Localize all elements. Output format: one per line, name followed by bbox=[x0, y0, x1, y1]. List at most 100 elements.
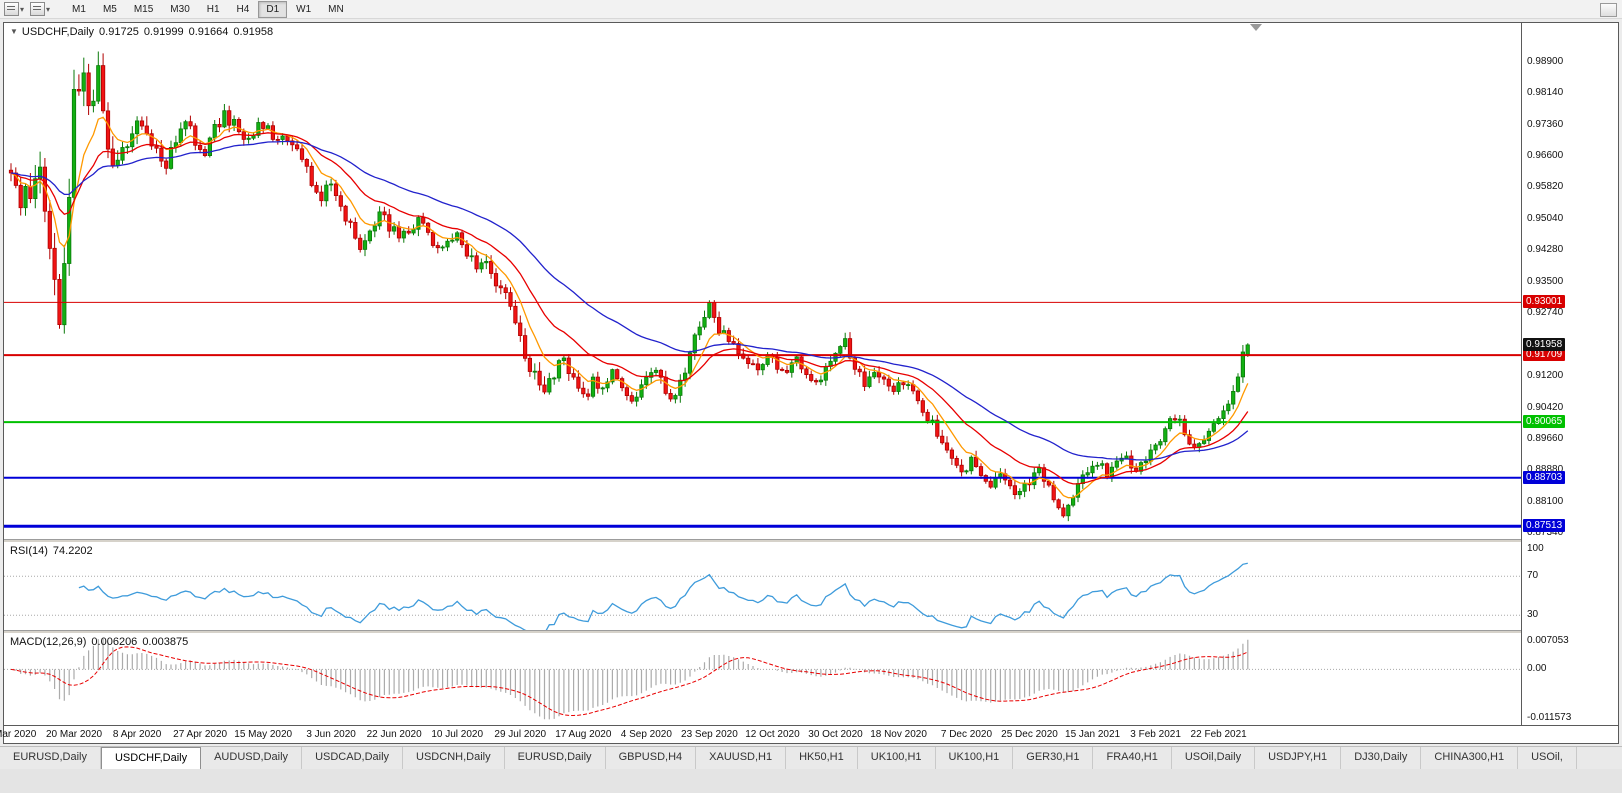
chart-tab-8-hk50-h1[interactable]: HK50,H1 bbox=[786, 747, 858, 770]
timeframe-button-h1[interactable]: H1 bbox=[206, 3, 220, 15]
timeframe-buttons: M1 M5 M15 M30 H1 H4 D1 W1 MN bbox=[64, 0, 353, 18]
price-panel[interactable]: ▼ USDCHF,Daily 0.91725 0.91999 0.91664 0.9195… bbox=[4, 23, 1521, 539]
date-axis-label: 8 Apr 2020 bbox=[112, 729, 162, 740]
chart-tab-13-usoil-daily[interactable]: USOil,Daily bbox=[1172, 747, 1256, 770]
candlestick-chart[interactable] bbox=[4, 23, 1521, 539]
chart-window-button[interactable]: ▾ bbox=[4, 2, 24, 16]
chart-tab-7-xauusd-h1[interactable]: XAUUSD,H1 bbox=[696, 747, 787, 770]
date-axis-label: 3 Jun 2020 bbox=[306, 729, 356, 740]
timeframe-button-m1[interactable]: M1 bbox=[72, 3, 86, 15]
date-axis-label: 27 Apr 2020 bbox=[173, 729, 228, 740]
macd-axis-label: -0.011573 bbox=[1527, 712, 1572, 723]
hline-price-tag: 0.93001 bbox=[1523, 295, 1566, 309]
chart-tab-16-china300-h1[interactable]: CHINA300,H1 bbox=[1421, 747, 1519, 770]
date-axis-label: 23 Sep 2020 bbox=[681, 729, 738, 740]
candles-layer bbox=[8, 65, 1250, 517]
price-axis-label: 0.88880 bbox=[1527, 464, 1564, 476]
rsi-axis-label: 100 bbox=[1527, 543, 1544, 554]
timeframe-button-w1[interactable]: W1 bbox=[296, 3, 312, 15]
price-axis-label: 0.98140 bbox=[1527, 86, 1564, 98]
price-axis-label: 0.97360 bbox=[1527, 118, 1564, 130]
chart-toolbar: ▾ ▾ M1 M5 M15 M30 H1 H4 D1 W1 MN bbox=[0, 0, 1622, 19]
timeframe-button-h4[interactable]: H4 bbox=[236, 3, 250, 15]
price-axis-label: 0.95040 bbox=[1527, 213, 1564, 225]
chart-template-button[interactable]: ▾ bbox=[30, 2, 50, 16]
chevron-down-icon: ▾ bbox=[20, 4, 25, 14]
chart-tab-3-usdcad-daily[interactable]: USDCAD,Daily bbox=[302, 747, 404, 770]
date-axis-label: 15 May 2020 bbox=[234, 729, 293, 740]
macd-axis-label: 0.007053 bbox=[1527, 635, 1569, 646]
timeframe-button-m5[interactable]: M5 bbox=[102, 3, 117, 15]
macd-name: MACD(12,26,9) bbox=[10, 636, 87, 648]
price-axis-label: 0.87340 bbox=[1527, 527, 1564, 539]
chart-template-icon bbox=[30, 2, 46, 16]
date-axis-label: 17 Aug 2020 bbox=[555, 729, 612, 740]
macd-signal-value: 0.003875 bbox=[142, 636, 189, 648]
date-axis-label: 22 Feb 2021 bbox=[1190, 729, 1247, 740]
ohlc-high: 0.91999 bbox=[143, 26, 184, 38]
price-axis-label: 0.92740 bbox=[1527, 307, 1564, 319]
date-axis-label: 30 Oct 2020 bbox=[808, 729, 863, 740]
price-axis-label: 0.91200 bbox=[1527, 369, 1564, 381]
macd-panel[interactable]: MACD(12,26,9) 0.006206 0.003875 bbox=[4, 633, 1521, 725]
chart-tab-1-usdchf-daily[interactable]: USDCHF,Daily bbox=[100, 747, 202, 770]
rsi-label: RSI(14) 74.2202 bbox=[10, 545, 93, 557]
macd-chart[interactable] bbox=[4, 633, 1521, 725]
timeframe-button-mn[interactable]: MN bbox=[328, 3, 344, 15]
chart-tab-4-usdcnh-daily[interactable]: USDCNH,Daily bbox=[403, 747, 505, 770]
price-axis[interactable]: 0.98900 0.98140 0.97360 0.96600 0.95820 0.950… bbox=[1521, 23, 1618, 725]
ohlc-open: 0.91725 bbox=[99, 26, 139, 38]
date-axis-label: 15 Jan 2021 bbox=[1065, 729, 1121, 740]
chart-tab-5-eurusd-daily[interactable]: EURUSD,Daily bbox=[505, 747, 606, 770]
chart-tab-6-gbpusd-h4[interactable]: GBPUSD,H4 bbox=[606, 747, 697, 770]
toolbar-mini-button[interactable] bbox=[1600, 3, 1617, 17]
chevron-down-icon: ▾ bbox=[46, 4, 51, 14]
status-bar bbox=[0, 769, 1622, 793]
date-axis-label: 12 Oct 2020 bbox=[745, 729, 800, 740]
timeframe-button-m15[interactable]: M15 bbox=[133, 3, 154, 15]
hline-price-tag: 0.87513 bbox=[1523, 519, 1566, 533]
chart-tab-12-fra40-h1[interactable]: FRA40,H1 bbox=[1093, 747, 1172, 770]
time-axis[interactable]: 2 Mar 2020 20 Mar 2020 8 Apr 2020 27 Apr 20… bbox=[0, 725, 1618, 743]
chart-tab-14-usdjpy-h1[interactable]: USDJPY,H1 bbox=[1255, 747, 1342, 770]
chart-symbol: USDCHF,Daily bbox=[21, 26, 95, 38]
date-axis-label: 10 Jul 2020 bbox=[431, 729, 484, 740]
timeframe-button-m30[interactable]: M30 bbox=[170, 3, 190, 15]
ohlc-low: 0.91664 bbox=[188, 26, 229, 38]
chart-tab-10-uk100-h1[interactable]: UK100,H1 bbox=[936, 747, 1014, 770]
rsi-chart[interactable] bbox=[4, 542, 1521, 630]
hline-price-tag: 0.90065 bbox=[1523, 415, 1566, 429]
date-axis-label: 18 Nov 2020 bbox=[870, 729, 927, 740]
rsi-axis-label: 70 bbox=[1527, 570, 1539, 582]
date-axis-label: 29 Jul 2020 bbox=[494, 729, 547, 740]
price-axis-label: 0.96600 bbox=[1527, 149, 1564, 161]
chart-tab-15-dj30-daily[interactable]: DJ30,Daily bbox=[1341, 747, 1422, 770]
chart-tabs-bar: EURUSD,Daily USDCHF,Daily AUDUSD,Daily USDC… bbox=[0, 746, 1622, 770]
chart-shift-marker-icon bbox=[1250, 24, 1262, 31]
rsi-axis-label: 30 bbox=[1527, 609, 1539, 621]
rsi-value: 74.2202 bbox=[52, 545, 93, 557]
chart-tab-9-uk100-h1[interactable]: UK100,H1 bbox=[858, 747, 936, 770]
chart-title: ▼ USDCHF,Daily 0.91725 0.91999 0.91664 0.9195… bbox=[10, 26, 273, 38]
hline-price-tag: 0.88703 bbox=[1523, 470, 1566, 484]
date-axis-label: 25 Dec 2020 bbox=[1001, 729, 1058, 740]
price-axis-label: 0.95820 bbox=[1527, 181, 1564, 193]
chart-tab-17-usoil[interactable]: USOil, bbox=[1518, 747, 1577, 770]
rsi-panel[interactable]: RSI(14) 74.2202 bbox=[4, 542, 1521, 630]
timeframe-button-d1[interactable]: D1 bbox=[258, 0, 288, 18]
price-axis-label: 0.93500 bbox=[1527, 276, 1564, 288]
price-axis-label: 0.89660 bbox=[1527, 432, 1564, 444]
chart-tab-2-audusd-daily[interactable]: AUDUSD,Daily bbox=[201, 747, 303, 770]
chart-tab-0-eurusd-daily[interactable]: EURUSD,Daily bbox=[0, 747, 101, 770]
price-axis-label: 0.94280 bbox=[1527, 244, 1564, 256]
date-axis-label: 3 Feb 2021 bbox=[1130, 729, 1181, 740]
current-price-tag: 0.91958 bbox=[1523, 337, 1566, 351]
date-axis-label: 22 Jun 2020 bbox=[366, 729, 422, 740]
collapse-arrow-icon[interactable]: ▼ bbox=[10, 27, 18, 36]
price-axis-label: 0.90420 bbox=[1527, 401, 1564, 413]
chart-tab-11-ger30-h1[interactable]: GER30,H1 bbox=[1013, 747, 1094, 770]
price-axis-label: 0.88100 bbox=[1527, 496, 1564, 508]
chart-window: ▼ USDCHF,Daily 0.91725 0.91999 0.91664 0.9195… bbox=[0, 22, 1619, 744]
date-axis-label: 7 Dec 2020 bbox=[940, 729, 993, 740]
date-axis-label: 20 Mar 2020 bbox=[45, 729, 103, 740]
